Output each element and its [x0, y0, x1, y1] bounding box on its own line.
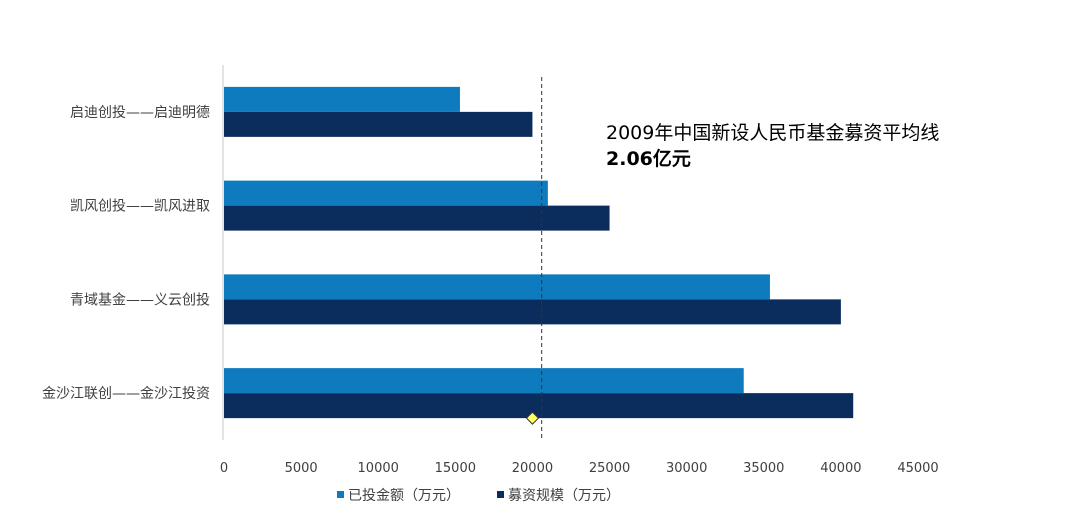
bar-invested: [224, 274, 770, 300]
annotation-line2: 2.06亿元: [606, 147, 691, 170]
diamond-marker: [525, 411, 540, 425]
category-labels: 启迪创投——启迪明德凯风创投——凯风进取青域基金——义云创投金沙江联创——金沙江…: [42, 105, 210, 402]
x-tick-label: 10000: [358, 461, 399, 476]
x-tick-label: 15000: [435, 461, 476, 476]
bar-invested: [224, 368, 744, 394]
bars: [224, 86, 854, 419]
bar-invested: [224, 86, 460, 112]
bar-invested: [224, 180, 548, 206]
bar-fundraised: [224, 393, 854, 419]
x-tick-label: 25000: [589, 461, 630, 476]
x-tick-label: 0: [220, 461, 228, 476]
category-label: 金沙江联创——金沙江投资: [42, 386, 210, 402]
legend-label: 募资规模（万元）: [508, 488, 620, 504]
category-label: 启迪创投——启迪明德: [70, 105, 210, 121]
x-tick-label: 5000: [285, 461, 318, 476]
x-tick-labels: 0 5000 10000 15000 20000 25000 30000 35000 40000…: [220, 461, 939, 476]
bar-fundraised: [224, 111, 533, 137]
category-label: 青域基金——义云创投: [70, 291, 210, 308]
legend-swatch: [337, 491, 344, 498]
x-tick-label: 20000: [512, 461, 553, 476]
legend: 已投金额（万元） 募资规模（万元）: [337, 488, 620, 504]
legend-label: 已投金额（万元）: [348, 488, 460, 504]
annotation-line1: 2009年中国新设人民币基金募资平均线: [606, 122, 939, 144]
category-label: 凯风创投——凯风进取: [70, 199, 210, 215]
x-tick-label: 40000: [820, 461, 861, 476]
bar-fundraised: [224, 205, 610, 231]
x-tick-label: 35000: [743, 461, 784, 476]
x-tick-label: 30000: [666, 461, 707, 476]
x-tick-label: 45000: [897, 461, 938, 476]
legend-swatch: [497, 491, 504, 498]
bar-fundraised: [224, 299, 841, 325]
